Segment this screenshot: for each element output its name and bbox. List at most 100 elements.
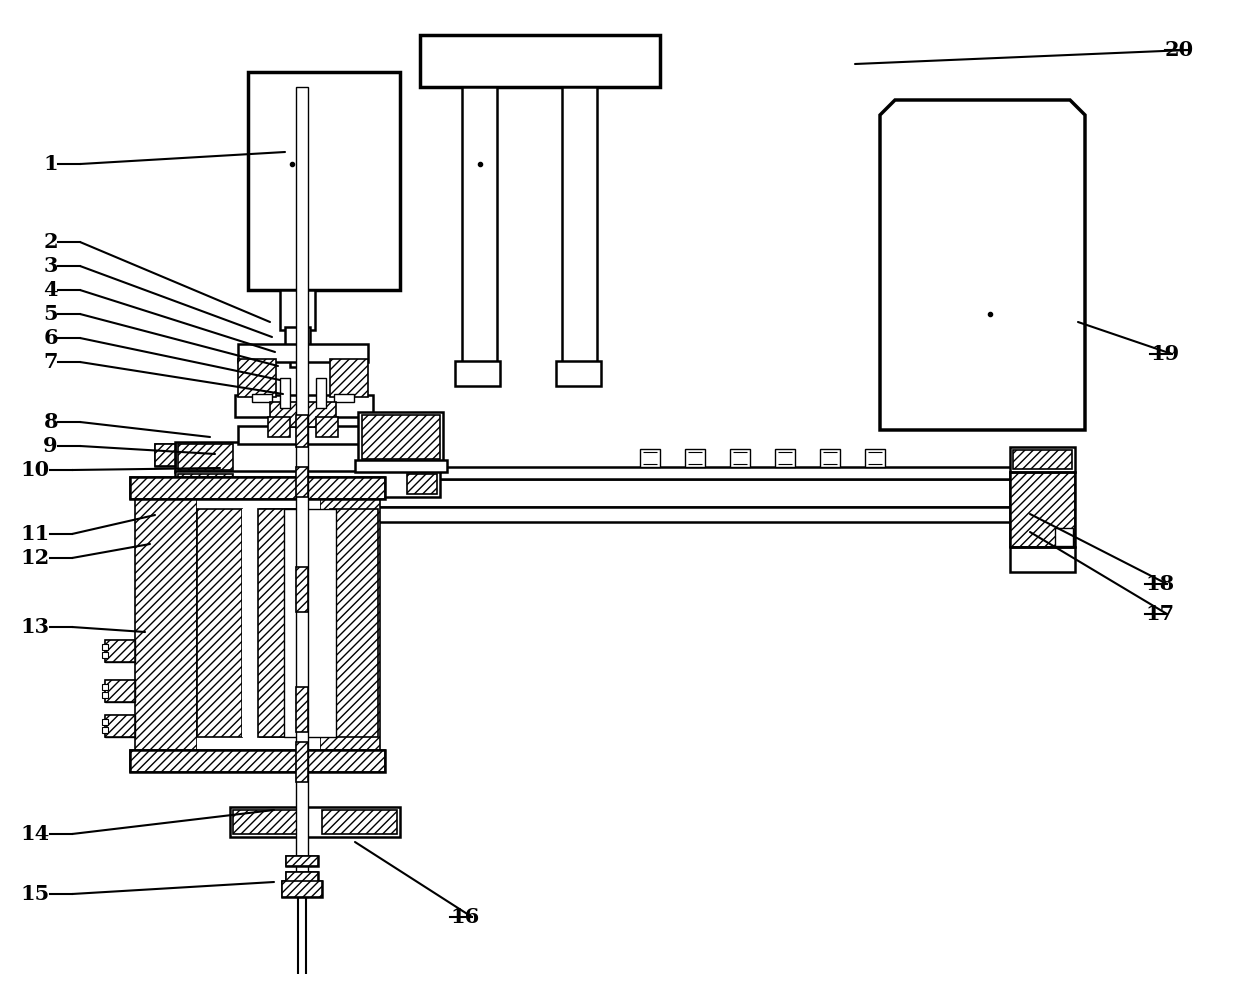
Bar [355, 460, 446, 472]
Bar [190, 507, 1052, 522]
Bar [175, 442, 440, 472]
Bar [296, 567, 308, 612]
Text: 12: 12 [21, 548, 50, 568]
Bar [316, 378, 326, 408]
Bar [197, 509, 242, 737]
Bar [775, 449, 795, 467]
Bar [260, 509, 305, 737]
Bar [280, 290, 315, 330]
Bar [322, 810, 397, 834]
Bar [820, 449, 839, 467]
Bar [1011, 472, 1075, 547]
Bar [105, 640, 135, 662]
Text: 11: 11 [21, 524, 50, 544]
Bar [281, 881, 322, 897]
Text: 17: 17 [1145, 604, 1174, 624]
Bar [286, 872, 317, 882]
Bar [290, 353, 306, 367]
Bar [179, 474, 233, 494]
Text: 9: 9 [43, 436, 58, 456]
Bar [242, 509, 260, 737]
Bar [562, 87, 596, 362]
Text: 13: 13 [21, 617, 50, 637]
Bar [284, 509, 336, 737]
Text: 6: 6 [43, 328, 58, 348]
Bar [130, 477, 384, 499]
Bar [420, 35, 660, 87]
Bar [334, 394, 353, 402]
Bar [258, 509, 306, 737]
Text: 16: 16 [450, 907, 479, 927]
Bar [296, 467, 308, 497]
Bar [640, 449, 660, 467]
Bar [190, 479, 1052, 507]
Bar [155, 444, 175, 466]
Bar [330, 359, 368, 397]
Bar [556, 361, 601, 386]
Polygon shape [880, 100, 1085, 430]
Bar [362, 415, 440, 459]
Bar [407, 444, 436, 470]
Bar [155, 444, 175, 466]
Bar [102, 644, 108, 650]
Bar [105, 680, 135, 702]
Bar [229, 807, 401, 837]
Bar [102, 719, 108, 725]
Text: 4: 4 [43, 280, 58, 300]
Bar [684, 449, 706, 467]
Bar [175, 471, 440, 497]
Bar [105, 715, 135, 737]
Bar [190, 467, 1052, 479]
Bar [286, 872, 317, 882]
Bar [285, 327, 310, 355]
Bar [130, 477, 384, 499]
Bar [296, 687, 308, 732]
Bar [1013, 450, 1073, 469]
Bar [1011, 472, 1075, 547]
Bar [233, 810, 308, 834]
Bar [102, 652, 108, 658]
Bar [1011, 447, 1075, 472]
Bar [197, 494, 320, 752]
Bar [270, 402, 298, 427]
Bar [238, 344, 368, 362]
Bar [296, 742, 308, 782]
Bar [330, 509, 378, 737]
Bar [281, 881, 322, 897]
Text: 8: 8 [43, 412, 58, 432]
Bar [358, 412, 443, 462]
Bar [179, 444, 233, 470]
Bar [320, 494, 379, 752]
Bar [105, 715, 135, 737]
Bar [296, 415, 308, 447]
Text: 14: 14 [21, 824, 50, 844]
Bar [296, 87, 308, 897]
Text: 10: 10 [21, 460, 50, 480]
Bar [236, 395, 373, 417]
Bar [102, 684, 108, 690]
Bar [280, 378, 290, 408]
Bar [252, 394, 272, 402]
Bar [238, 426, 368, 444]
Text: 15: 15 [21, 884, 50, 904]
Bar [455, 361, 500, 386]
Bar [316, 417, 339, 437]
Text: 7: 7 [43, 352, 58, 372]
Text: 5: 5 [43, 304, 58, 324]
Bar [730, 449, 750, 467]
Bar [1011, 547, 1075, 572]
Bar [268, 417, 290, 437]
Text: 19: 19 [1149, 344, 1179, 364]
Bar [130, 750, 384, 772]
Bar [102, 692, 108, 698]
Bar [238, 359, 277, 397]
Bar [1055, 528, 1073, 546]
Bar [308, 402, 336, 427]
Bar [286, 856, 317, 866]
Bar [105, 680, 135, 702]
Text: 18: 18 [1145, 574, 1174, 594]
Text: 2: 2 [43, 232, 58, 252]
Bar [866, 449, 885, 467]
Bar [248, 72, 401, 290]
Text: 20: 20 [1166, 40, 1194, 60]
